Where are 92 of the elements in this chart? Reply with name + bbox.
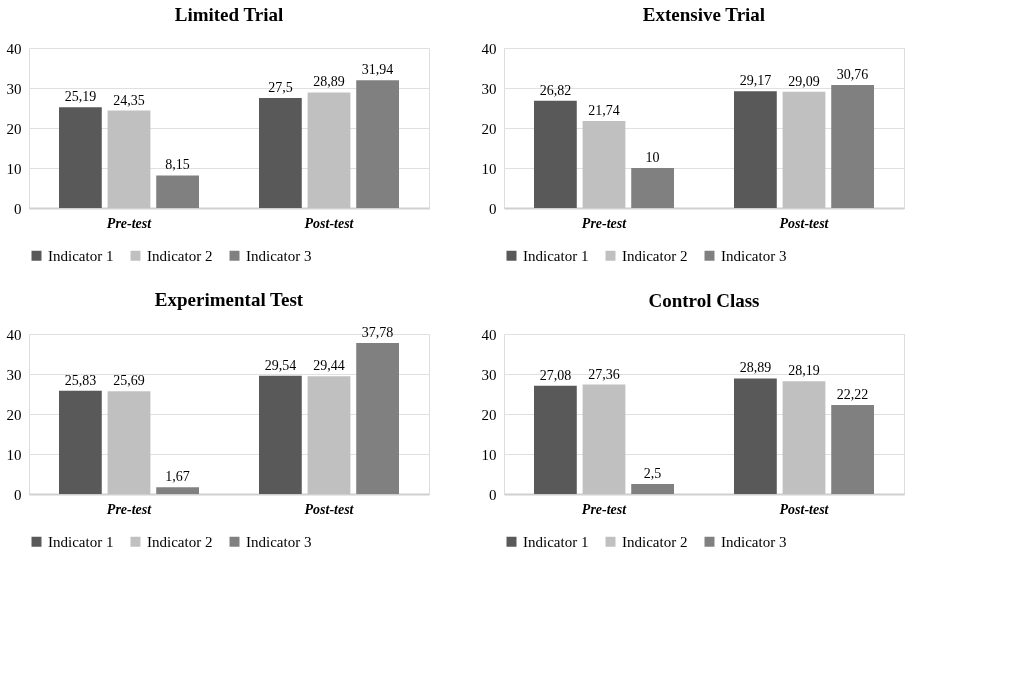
data-label: 10 <box>645 150 660 165</box>
legend-label: Indicator 2 <box>147 533 213 550</box>
y-tick-label: 20 <box>481 406 497 423</box>
chart-title: Extensive Trial <box>642 4 766 25</box>
bar <box>59 107 102 208</box>
bar <box>59 390 102 494</box>
bar <box>782 381 826 494</box>
data-label: 31,94 <box>361 62 394 78</box>
data-label: 27,5 <box>268 80 293 95</box>
bar <box>734 378 777 494</box>
legend-label: Indicator 2 <box>622 247 688 264</box>
y-tick-label: 30 <box>481 80 497 97</box>
bar <box>259 98 302 208</box>
bar <box>734 91 777 208</box>
bar <box>534 100 577 208</box>
chart-title: Experimental Test <box>154 288 304 310</box>
bar <box>534 385 577 494</box>
y-tick-label: 20 <box>481 120 497 137</box>
y-tick-label: 10 <box>6 446 22 463</box>
bar <box>582 384 626 494</box>
data-label: 29,09 <box>788 73 820 89</box>
legend-label: Indicator 2 <box>622 533 688 550</box>
y-tick-label: 0 <box>489 486 497 503</box>
y-tick-label: 40 <box>6 40 22 57</box>
y-tick-label: 30 <box>6 366 22 383</box>
data-label: 26,82 <box>539 82 572 98</box>
data-label: 25,19 <box>64 89 97 105</box>
data-label: 28,89 <box>739 360 772 376</box>
data-label: 29,17 <box>739 73 772 89</box>
bar <box>107 391 151 494</box>
chart-title: Control Class <box>648 290 760 311</box>
data-label: 27,08 <box>539 367 572 383</box>
y-tick-label: 40 <box>481 326 497 343</box>
y-tick-label: 0 <box>489 200 497 217</box>
y-tick-label: 30 <box>6 80 22 97</box>
bar <box>356 342 399 494</box>
data-label: 24,35 <box>113 92 145 108</box>
x-tick-label: Pre-test <box>106 501 153 517</box>
data-label: 37,78 <box>361 324 394 340</box>
bar <box>831 405 874 494</box>
bar <box>156 487 199 494</box>
x-tick-label: Post-test <box>304 501 355 517</box>
x-tick-label: Post-test <box>779 215 830 231</box>
data-label: 22,22 <box>836 387 869 403</box>
legend-label: Indicator 3 <box>721 247 787 264</box>
bar <box>631 484 674 494</box>
data-label: 27,36 <box>588 366 620 382</box>
legend-label: Indicator 2 <box>147 247 213 264</box>
legend-label: Indicator 3 <box>246 533 312 550</box>
bar <box>307 376 351 494</box>
bar <box>156 175 199 208</box>
legend-label: Indicator 1 <box>48 247 114 264</box>
x-tick-label: Pre-test <box>581 215 628 231</box>
data-label: 28,19 <box>788 363 820 379</box>
bar <box>782 91 826 208</box>
bar <box>831 84 874 208</box>
legend-label: Indicator 1 <box>523 247 589 264</box>
x-tick-label: Pre-test <box>581 501 628 517</box>
bar <box>307 92 351 208</box>
data-label: 28,89 <box>313 74 345 90</box>
x-tick-label: Post-test <box>779 501 830 517</box>
bar <box>259 375 302 494</box>
y-tick-label: 40 <box>6 326 22 343</box>
bar <box>107 110 151 208</box>
y-tick-label: 40 <box>481 40 497 57</box>
data-label: 30,76 <box>836 66 869 82</box>
data-label: 29,44 <box>313 358 345 374</box>
legend-label: Indicator 3 <box>721 533 787 550</box>
data-label: 25,69 <box>113 373 145 389</box>
y-tick-label: 10 <box>6 160 22 177</box>
y-tick-label: 10 <box>481 160 497 177</box>
y-tick-label: 30 <box>481 366 497 383</box>
bar <box>631 168 674 208</box>
legend-label: Indicator 1 <box>523 533 589 550</box>
y-tick-label: 10 <box>481 446 497 463</box>
x-tick-label: Post-test <box>304 215 355 231</box>
data-label: 1,67 <box>165 469 190 485</box>
chart-title: Limited Trial <box>174 4 284 25</box>
bar <box>356 80 399 208</box>
x-tick-label: Pre-test <box>106 215 153 231</box>
y-tick-label: 20 <box>6 120 22 137</box>
data-label: 25,83 <box>64 372 97 388</box>
data-label: 29,54 <box>264 357 297 373</box>
data-label: 21,74 <box>588 103 620 119</box>
legend-label: Indicator 1 <box>48 533 114 550</box>
y-tick-label: 0 <box>14 486 22 503</box>
bar <box>582 121 626 208</box>
data-label: 8,15 <box>165 157 190 173</box>
y-tick-label: 20 <box>6 406 22 423</box>
y-tick-label: 0 <box>14 200 22 217</box>
data-label: 2,5 <box>643 466 662 481</box>
legend-label: Indicator 3 <box>246 247 312 264</box>
